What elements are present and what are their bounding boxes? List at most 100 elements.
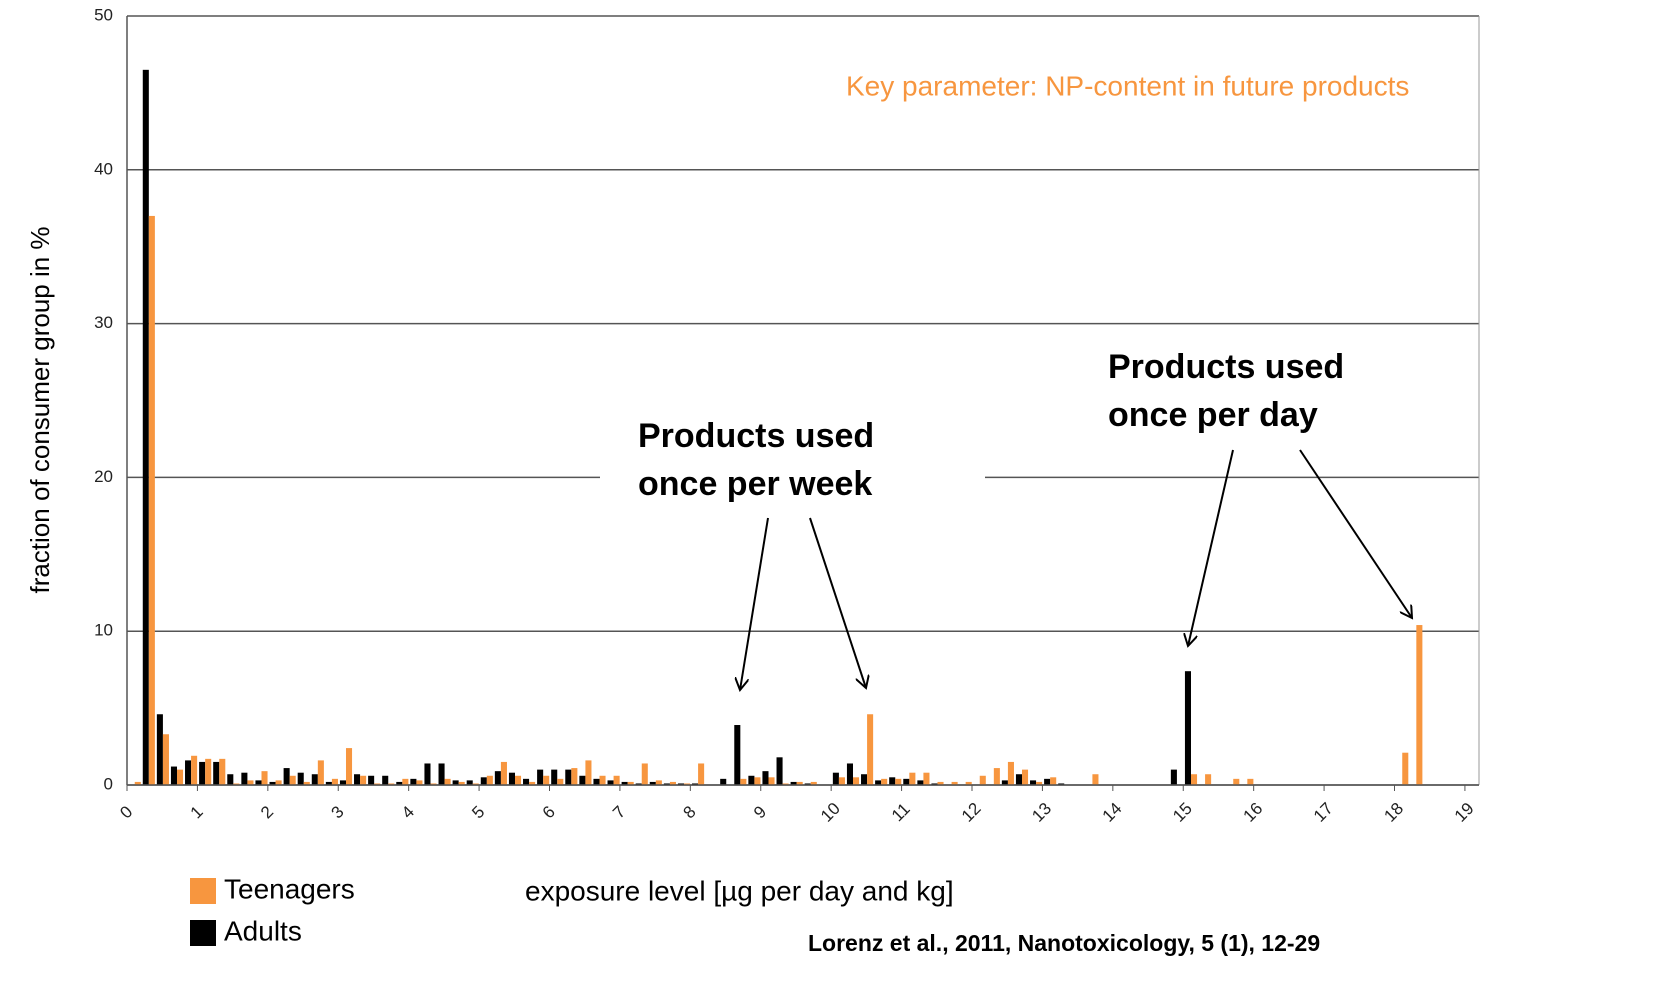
bar: [1044, 778, 1051, 785]
bar: [261, 771, 268, 785]
bar: [740, 778, 747, 785]
bar: [452, 780, 459, 785]
bar: [776, 757, 783, 785]
label-backdrop: [600, 462, 985, 492]
bar: [354, 774, 361, 785]
bar: [720, 778, 727, 785]
bar: [148, 215, 155, 785]
bar: [669, 781, 676, 785]
bar: [838, 777, 845, 785]
arrows: [740, 449, 1412, 690]
bars: [134, 69, 1423, 785]
bar: [1170, 769, 1177, 785]
x-tick-label: 12: [958, 799, 985, 826]
x-tick-label: 18: [1380, 799, 1407, 826]
bar: [852, 777, 860, 785]
x-tick-label: 19: [1451, 799, 1478, 826]
bar: [162, 734, 169, 785]
bar: [1007, 761, 1014, 785]
bar: [875, 780, 882, 785]
bar: [796, 781, 803, 785]
y-tick-label: 20: [94, 467, 113, 486]
x-tick-label: 4: [398, 802, 418, 822]
bar: [543, 775, 550, 785]
bar: [768, 777, 775, 785]
bar: [1247, 778, 1254, 785]
bar: [782, 783, 789, 785]
bar: [472, 783, 479, 785]
x-tick-label: 1: [187, 802, 207, 822]
bar: [191, 755, 198, 785]
bar: [156, 714, 163, 785]
arrow: [740, 517, 769, 690]
bar: [861, 774, 868, 785]
bar: [663, 783, 670, 785]
bar: [881, 778, 888, 785]
bar: [514, 775, 522, 785]
bar: [500, 761, 507, 785]
bar: [937, 781, 944, 785]
bar: [557, 778, 564, 785]
x-tick-label: 6: [539, 802, 559, 822]
bar: [621, 781, 628, 785]
legend-label: Teenagers: [224, 873, 355, 904]
y-tick-label: 50: [94, 5, 113, 24]
annotation: Key parameter: NP-content in future prod…: [846, 70, 1409, 101]
bar: [692, 783, 699, 785]
bar: [804, 783, 811, 785]
bar: [537, 769, 544, 785]
bar: [480, 777, 487, 785]
bar: [466, 780, 473, 785]
bar: [176, 769, 184, 785]
bar: [832, 772, 839, 785]
bar: [508, 772, 515, 785]
bar: [917, 780, 924, 785]
bar: [1030, 780, 1037, 785]
bar: [923, 772, 930, 785]
bar: [317, 760, 324, 785]
bar: [748, 775, 755, 785]
y-tick-label: 30: [94, 313, 113, 332]
bar: [1402, 752, 1409, 785]
bar: [683, 783, 691, 785]
annotation: once per week: [638, 465, 872, 503]
legend-swatch: [190, 878, 216, 904]
bar: [325, 781, 332, 785]
x-axis-label: exposure level [µg per day and kg]: [525, 875, 954, 906]
bar: [331, 778, 338, 785]
bar: [444, 778, 451, 785]
bar: [205, 758, 212, 785]
x-tick-label: 17: [1310, 799, 1337, 826]
bar: [754, 777, 761, 785]
x-tick-label: 13: [1028, 799, 1055, 826]
bar: [360, 775, 367, 785]
x-tick-label: 0: [116, 802, 136, 822]
bar: [571, 768, 578, 785]
x-tick-label: 9: [750, 802, 770, 822]
bar: [241, 772, 248, 785]
bar: [233, 783, 240, 785]
bar: [142, 69, 149, 785]
bar: [283, 768, 290, 785]
bar: [486, 775, 493, 785]
legend-label: Adults: [224, 915, 302, 946]
bar: [993, 768, 1000, 785]
x-tick-label: 3: [327, 802, 347, 822]
bar: [677, 783, 684, 785]
bar: [416, 780, 423, 785]
bar: [185, 760, 192, 785]
bar: [951, 781, 958, 785]
bar: [494, 771, 501, 785]
bar: [311, 774, 318, 785]
bar: [1233, 778, 1240, 785]
bar: [410, 778, 417, 785]
bar: [585, 760, 592, 785]
bar: [297, 772, 304, 785]
bar: [613, 775, 620, 785]
bar: [599, 775, 606, 785]
bar: [1416, 625, 1423, 785]
bar: [1021, 769, 1029, 785]
bar: [269, 781, 276, 785]
bar: [1015, 774, 1022, 785]
